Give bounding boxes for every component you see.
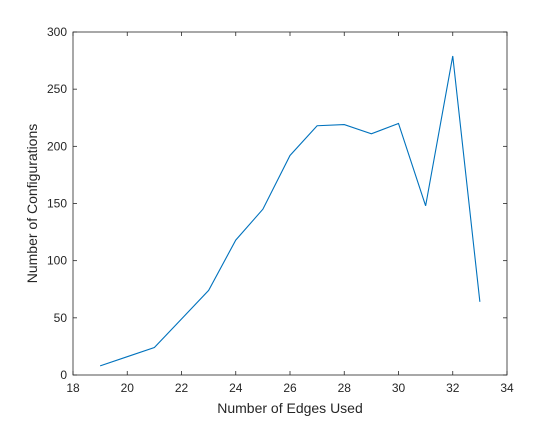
y-tick-label: 100 [47, 254, 67, 268]
x-tick-label: 28 [338, 381, 352, 395]
plot-area-box [72, 31, 508, 376]
y-tick-label: 50 [54, 311, 68, 325]
x-tick-label: 26 [283, 381, 297, 395]
x-tick-label: 20 [121, 381, 135, 395]
x-tick-label: 34 [500, 381, 514, 395]
x-axis-label: Number of Edges Used [217, 400, 363, 416]
axis-ticks: 18 20 22 24 26 28 30 32 34 0 50 100 150 200 250 300 [47, 25, 514, 395]
series-layer [99, 55, 481, 367]
x-tick-label: 32 [446, 381, 460, 395]
plot-area-background [73, 32, 507, 375]
x-tick-label: 22 [175, 381, 189, 395]
y-tick-label: 150 [47, 197, 67, 211]
y-tick-label: 0 [60, 368, 67, 382]
y-axis-label: Number of Configurations [24, 124, 40, 284]
x-tick-label: 18 [66, 381, 80, 395]
x-tick-label: 24 [229, 381, 243, 395]
y-tick-label: 200 [47, 139, 67, 153]
y-tick-label: 250 [47, 82, 67, 96]
y-tick-label: 300 [47, 25, 67, 39]
x-tick-label: 30 [392, 381, 406, 395]
series-line [99, 55, 481, 367]
